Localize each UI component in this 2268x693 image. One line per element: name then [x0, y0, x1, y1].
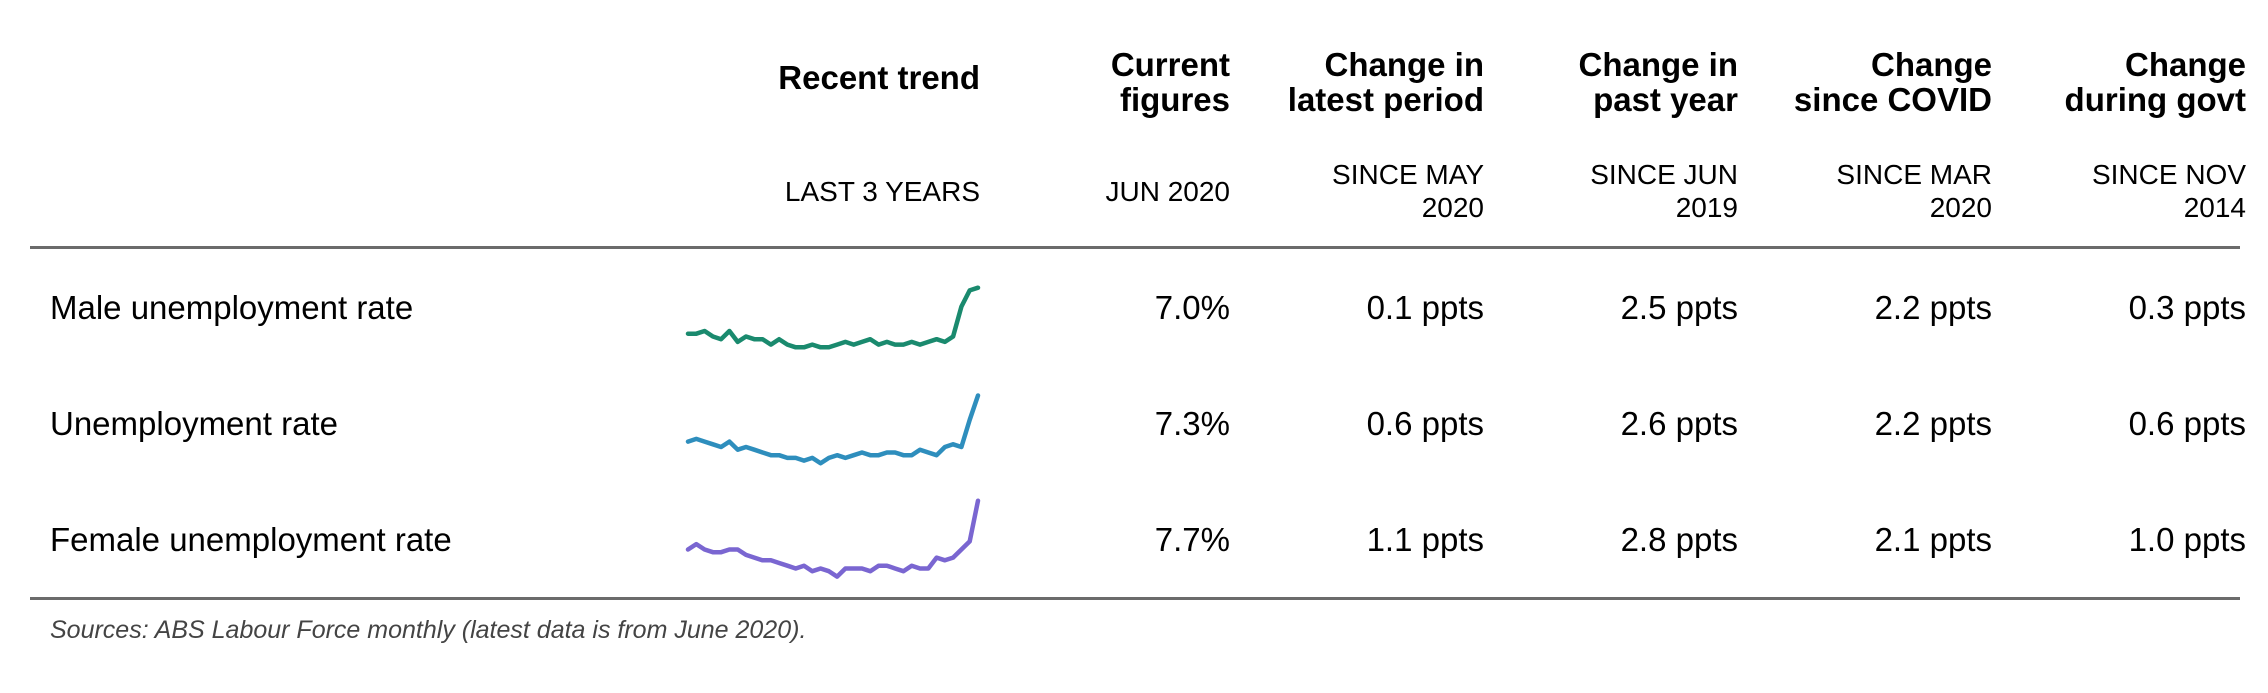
header-title: Change in past year — [1578, 46, 1738, 118]
cell-change-latest: 0.6 ppts — [1366, 405, 1484, 442]
sparkline-female — [685, 498, 981, 579]
cell-change-govt: 0.6 ppts — [2128, 405, 2246, 442]
table-row: Male unemployment rate 7.0% 0.1 ppts 2.5… — [30, 250, 2246, 366]
header-subtitle: SINCE MAR 2020 — [1836, 159, 1992, 223]
cell-current: 7.3% — [1154, 405, 1230, 442]
cell-current: 7.7% — [1154, 521, 1230, 558]
header-recent-trend: Recent trend LAST 3 YEARS — [560, 0, 980, 250]
table-header: Recent trend LAST 3 YEARS Current figures… — [30, 0, 2246, 250]
header-change-govt: Change during govt SINCE NOV 2014 — [1992, 0, 2246, 250]
footer-rule — [30, 597, 2240, 600]
header-subtitle: SINCE NOV 2014 — [2091, 159, 2246, 223]
sparkline-series-line — [685, 393, 981, 466]
header-subtitle: SINCE JUN 2019 — [1590, 159, 1738, 223]
cell-change-year: 2.6 ppts — [1620, 405, 1738, 442]
row-label: Female unemployment rate — [50, 521, 452, 558]
cell-current: 7.0% — [1154, 289, 1230, 326]
summary-table: Recent trend LAST 3 YEARS Current figures… — [30, 0, 2246, 600]
cell-change-year: 2.8 ppts — [1620, 521, 1738, 558]
cell-change-latest: 1.1 ppts — [1366, 521, 1484, 558]
header-change-latest: Change in latest period SINCE MAY 2020 — [1230, 0, 1484, 250]
cell-change-covid: 2.2 ppts — [1874, 289, 1992, 326]
header-title: Change during govt — [2064, 46, 2246, 118]
cell-change-year: 2.5 ppts — [1620, 289, 1738, 326]
row-label: Unemployment rate — [50, 405, 338, 442]
header-title: Current figures — [1110, 46, 1230, 118]
table-row: Unemployment rate 7.3% 0.6 ppts 2.6 ppts… — [30, 366, 2246, 482]
header-current-figures: Current figures JUN 2020 — [1030, 0, 1230, 250]
cell-change-govt: 1.0 ppts — [2128, 521, 2246, 558]
table-row: Female unemployment rate 7.7% 1.1 ppts 2… — [30, 482, 2246, 598]
sparkline-total — [685, 393, 981, 466]
sparkline-series-line — [685, 285, 981, 350]
header-change-covid: Change since COVID SINCE MAR 2020 — [1738, 0, 1992, 250]
header-change-year: Change in past year SINCE JUN 2019 — [1484, 0, 1738, 250]
header-subtitle: SINCE MAY 2020 — [1332, 159, 1484, 223]
source-note: Sources: ABS Labour Force monthly (lates… — [50, 616, 807, 644]
header-title: Change since COVID — [1793, 46, 1992, 118]
cell-change-covid: 2.1 ppts — [1874, 521, 1992, 558]
sparkline-male — [685, 285, 981, 350]
cell-change-govt: 0.3 ppts — [2128, 289, 2246, 326]
header-rule — [30, 246, 2240, 249]
header-subtitle: JUN 2020 — [1105, 176, 1230, 207]
cell-change-latest: 0.1 ppts — [1366, 289, 1484, 326]
header-subtitle: LAST 3 YEARS — [784, 176, 980, 207]
sparkline-series-line — [685, 498, 981, 579]
header-title: Recent trend — [778, 59, 980, 96]
cell-change-covid: 2.2 ppts — [1874, 405, 1992, 442]
row-label: Male unemployment rate — [50, 289, 414, 326]
header-title: Change in latest period — [1287, 46, 1484, 118]
